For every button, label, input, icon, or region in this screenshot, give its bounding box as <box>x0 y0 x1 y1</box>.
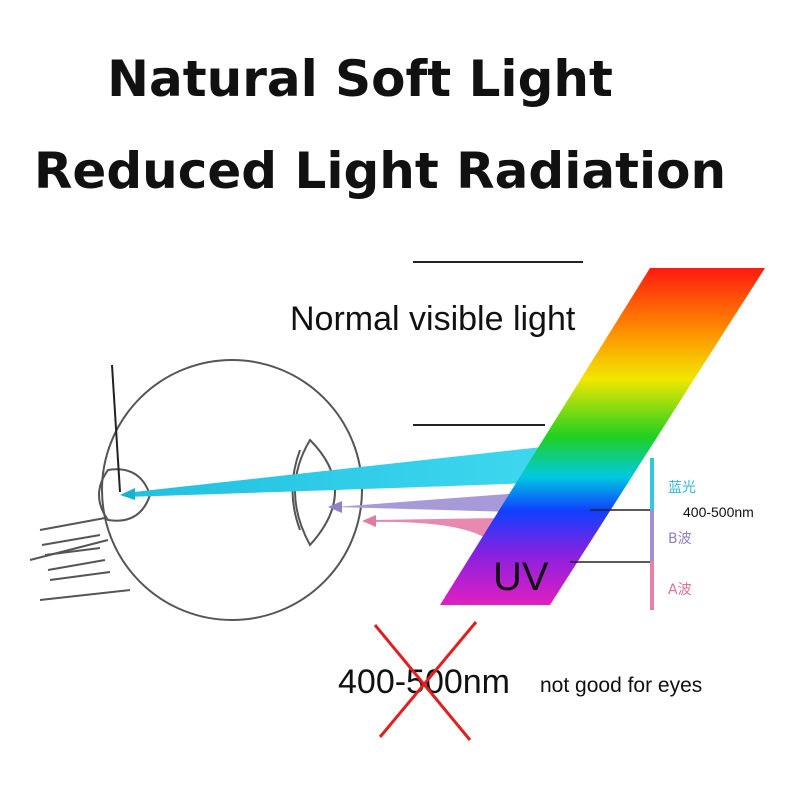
warning-text: not good for eyes <box>540 674 702 697</box>
spectrum <box>440 268 765 605</box>
pointer <box>111 364 121 493</box>
eye <box>29 359 363 621</box>
blue-beam <box>125 445 560 497</box>
title-line-1: Natural Soft Light <box>107 50 613 108</box>
arrow <box>328 501 342 513</box>
band-bar <box>650 562 654 610</box>
band-label: 蓝光 <box>668 480 696 496</box>
arrow <box>120 488 135 500</box>
arrow <box>362 515 376 527</box>
band-label: B波 <box>668 531 692 547</box>
cross <box>373 624 472 741</box>
band-bar <box>650 510 654 562</box>
band-label: A波 <box>668 582 692 598</box>
a-beam <box>370 518 500 545</box>
band-range: 400-500nm <box>683 504 754 520</box>
uv-label: UV <box>493 555 549 599</box>
band-bar <box>650 458 654 510</box>
b-beam <box>335 493 520 512</box>
cross <box>378 621 478 738</box>
visible-label: Normal visible light <box>290 300 576 338</box>
title-line-2: Reduced Light Radiation <box>34 142 726 200</box>
